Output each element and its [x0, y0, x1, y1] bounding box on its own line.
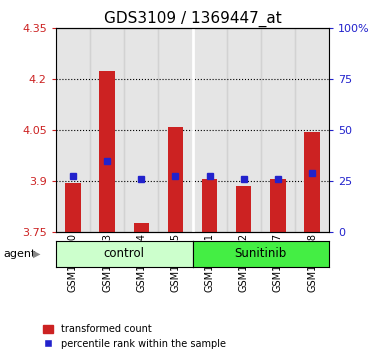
- Bar: [295, 28, 329, 232]
- Bar: [202, 179, 217, 232]
- Text: control: control: [104, 247, 145, 261]
- Bar: [236, 186, 251, 232]
- Bar: [65, 183, 80, 232]
- Legend: transformed count, percentile rank within the sample: transformed count, percentile rank withi…: [44, 324, 226, 349]
- Bar: [168, 127, 183, 232]
- Bar: [227, 28, 261, 232]
- Bar: [158, 28, 192, 232]
- Bar: [99, 71, 115, 232]
- Bar: [270, 179, 286, 232]
- Bar: [56, 28, 90, 232]
- Text: Sunitinib: Sunitinib: [235, 247, 287, 261]
- Title: GDS3109 / 1369447_at: GDS3109 / 1369447_at: [104, 11, 281, 27]
- Text: agent: agent: [4, 249, 36, 259]
- Bar: [134, 223, 149, 232]
- Text: ▶: ▶: [33, 249, 40, 259]
- Bar: [305, 132, 320, 232]
- Bar: [192, 28, 227, 232]
- Bar: [124, 28, 158, 232]
- Bar: [90, 28, 124, 232]
- Bar: [261, 28, 295, 232]
